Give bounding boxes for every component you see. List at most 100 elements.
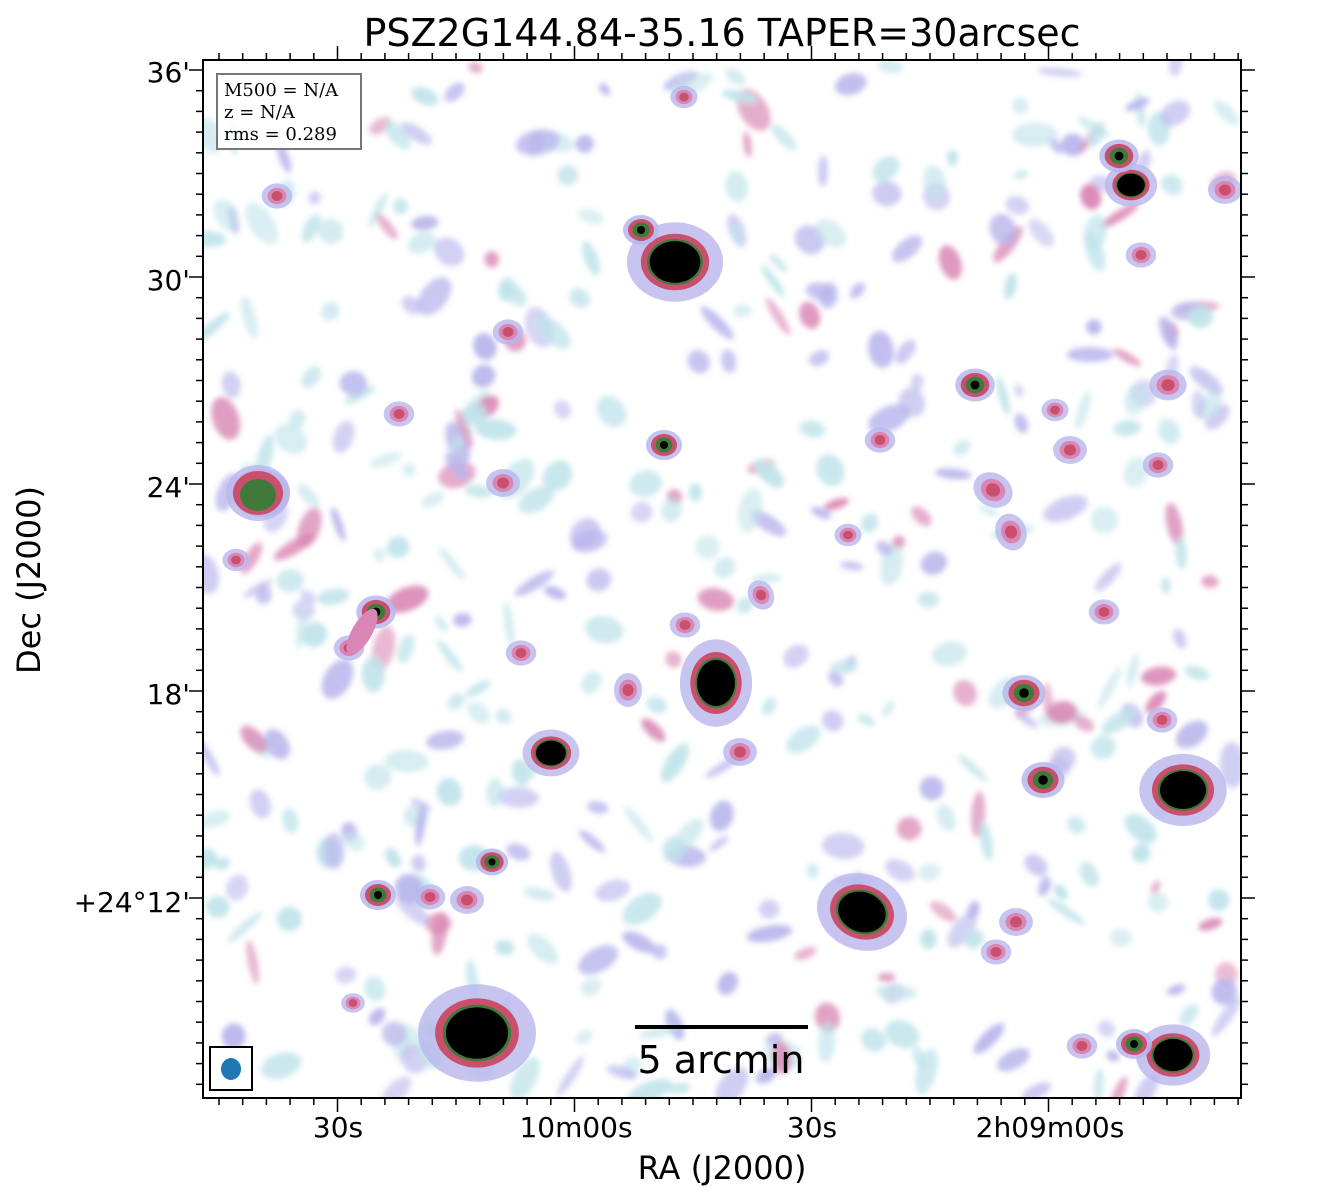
noise-blob xyxy=(397,634,415,664)
noise-blob xyxy=(543,586,567,600)
info-rms: rms = 0.289 xyxy=(224,124,337,145)
noise-blob xyxy=(1145,690,1167,714)
plot-frame xyxy=(202,59,1242,1099)
noise-blob xyxy=(856,714,876,726)
noise-blob xyxy=(771,1041,792,1075)
noise-blob xyxy=(929,901,957,922)
noise-blob xyxy=(816,453,845,487)
noise-blob xyxy=(1079,861,1099,887)
noise-blob xyxy=(1024,854,1048,877)
noise-blob xyxy=(934,468,972,480)
noise-blob xyxy=(860,513,879,533)
noise-blob xyxy=(915,1048,938,1095)
radio-source xyxy=(980,939,1012,965)
source-peak xyxy=(679,620,691,630)
noise-blob xyxy=(330,506,346,542)
noise-blob xyxy=(1086,319,1102,335)
noise-blob xyxy=(1184,665,1210,681)
noise-blob xyxy=(1014,384,1024,398)
noise-blob xyxy=(717,971,738,996)
noise-blob xyxy=(799,301,821,329)
noise-blob xyxy=(578,829,606,853)
noise-blob xyxy=(1100,202,1139,229)
noise-blob xyxy=(688,482,703,502)
noise-blob xyxy=(936,804,956,832)
noise-blob xyxy=(892,535,906,549)
noise-blob xyxy=(276,906,302,932)
noise-blob xyxy=(1179,1004,1199,1027)
x-tick-label-10m00s: 10m00s xyxy=(519,1111,632,1144)
noise-blob xyxy=(471,364,496,388)
noise-blob xyxy=(1046,701,1078,724)
noise-blob xyxy=(917,591,940,608)
radio-source xyxy=(623,215,659,245)
source-peak xyxy=(424,892,436,902)
radio-source xyxy=(360,880,396,910)
noise-blob xyxy=(1090,506,1118,534)
noise-blob xyxy=(455,408,473,449)
noise-blob xyxy=(1131,843,1151,863)
noise-blob xyxy=(249,788,272,819)
noise-blob xyxy=(411,854,426,872)
noise-blob xyxy=(368,1008,386,1026)
noise-blob xyxy=(274,423,308,454)
source-peak xyxy=(1161,378,1175,392)
source-layer xyxy=(222,85,1241,1086)
faint-emission-layer xyxy=(203,60,1241,1098)
noise-blob xyxy=(421,491,445,508)
noise-blob xyxy=(953,680,977,706)
noise-blob xyxy=(931,641,967,667)
radio-source xyxy=(999,908,1033,936)
noise-blob xyxy=(814,218,847,248)
noise-blob xyxy=(474,418,517,440)
noise-blob xyxy=(1126,653,1139,688)
source-peak xyxy=(1098,607,1110,617)
y-tick-label-24: 24' xyxy=(147,471,190,504)
noise-blob xyxy=(697,588,735,611)
noise-blob xyxy=(891,235,923,263)
radio-source xyxy=(1125,242,1157,268)
source-peak xyxy=(622,684,634,696)
noise-blob xyxy=(783,644,809,669)
radio-source xyxy=(955,368,995,402)
noise-blob xyxy=(401,122,433,146)
noise-blob xyxy=(1187,305,1213,329)
noise-blob xyxy=(1077,116,1110,138)
source-core xyxy=(488,858,496,866)
source-core xyxy=(1130,1040,1138,1048)
noise-blob xyxy=(571,529,608,553)
noise-blob xyxy=(453,612,472,627)
noise-blob xyxy=(580,977,602,997)
noise-blob xyxy=(665,1008,685,1040)
noise-blob xyxy=(1013,170,1028,180)
noise-blob xyxy=(343,831,365,852)
radio-source xyxy=(383,401,415,427)
noise-blob xyxy=(1205,404,1230,430)
radio-source xyxy=(1139,753,1227,827)
noise-blob xyxy=(317,588,350,606)
noise-blob xyxy=(486,777,504,808)
radio-source xyxy=(341,993,365,1013)
source-peak xyxy=(1064,444,1076,456)
noise-blob xyxy=(587,800,609,814)
source-core xyxy=(649,241,701,283)
noise-blob xyxy=(1124,813,1157,844)
noise-blob xyxy=(1074,715,1095,732)
noise-blob xyxy=(584,615,624,644)
noise-blob xyxy=(755,1067,777,1084)
noise-blob xyxy=(919,776,944,801)
noise-blob xyxy=(964,929,984,949)
noise-blob xyxy=(402,463,416,477)
radio-source xyxy=(1116,1029,1152,1059)
noise-blob xyxy=(1012,97,1029,115)
radio-source xyxy=(834,523,862,547)
noise-blob xyxy=(1166,984,1186,996)
radio-source xyxy=(1208,176,1241,204)
noise-blob xyxy=(373,548,386,562)
noise-blob xyxy=(332,420,355,454)
noise-blob xyxy=(384,750,429,773)
noise-blob xyxy=(849,282,866,299)
noise-blob xyxy=(868,404,910,433)
noise-blob xyxy=(261,1052,302,1080)
